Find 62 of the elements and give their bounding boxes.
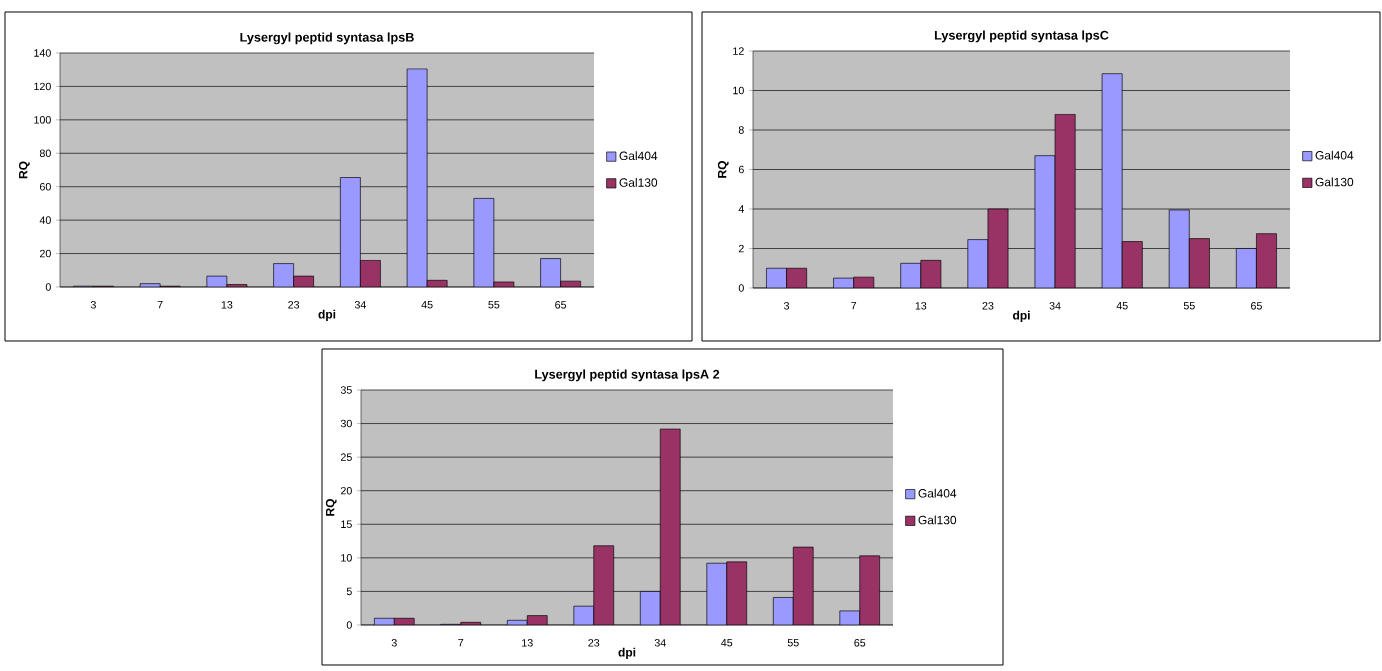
x-tick-label: 23 — [982, 302, 994, 310]
x-axis-title: dpi — [1013, 310, 1030, 322]
x-axis-title: dpi — [318, 309, 336, 321]
chart-title: Lysergyl peptid syntasa lpsA 2 — [535, 369, 720, 382]
y-tick-label: 25 — [340, 453, 352, 461]
x-tick-label: 34 — [354, 301, 366, 309]
x-tick-label: 7 — [851, 302, 857, 310]
chart-title: Lysergyl peptid syntasa lpsC — [934, 30, 1109, 43]
x-tick-label: 55 — [1183, 302, 1195, 310]
y-axis-title: RQ — [325, 499, 337, 516]
y-tick-label: 60 — [39, 182, 51, 191]
x-tick-label: 13 — [221, 301, 233, 309]
legend-label: Gal404 — [1315, 150, 1354, 160]
y-tick-label: 15 — [341, 520, 352, 528]
x-tick-label: 13 — [915, 302, 927, 310]
x-tick-label: 34 — [1049, 302, 1061, 310]
y-tick-label: 10 — [341, 554, 352, 562]
x-tick-label: 55 — [488, 301, 500, 309]
x-tick-label: 13 — [522, 639, 533, 647]
y-axis-title: RQ — [18, 161, 30, 179]
x-axis-title: dpi — [618, 647, 636, 659]
y-tick-label: 0 — [346, 621, 352, 629]
y-tick-label: 30 — [340, 419, 352, 428]
x-tick-label: 7 — [458, 639, 464, 647]
chart-title: Lysergyl peptid syntasa lpsB — [240, 32, 414, 45]
y-tick-label: 0 — [738, 284, 744, 292]
legend-label: Gal404 — [619, 151, 658, 161]
y-tick-label: 140 — [34, 49, 51, 57]
legend-label: Gal404 — [918, 488, 957, 498]
x-tick-label: 65 — [1251, 302, 1262, 310]
y-tick-label: 2 — [738, 244, 744, 253]
y-axis-title: RQ — [717, 161, 729, 178]
y-tick-label: 20 — [340, 486, 352, 495]
y-tick-label: 0 — [45, 283, 51, 291]
y-tick-label: 6 — [738, 165, 744, 174]
x-tick-label: 45 — [721, 639, 733, 647]
y-tick-label: 4 — [738, 205, 744, 213]
x-tick-label: 65 — [555, 301, 567, 309]
x-tick-label: 3 — [90, 301, 96, 309]
legend-label: Gal130 — [918, 515, 957, 525]
y-tick-label: 10 — [733, 86, 744, 95]
y-tick-label: 5 — [346, 587, 352, 596]
x-tick-label: 45 — [1116, 302, 1128, 310]
x-tick-label: 3 — [784, 302, 790, 310]
y-tick-label: 40 — [39, 216, 51, 224]
x-tick-label: 7 — [157, 301, 163, 309]
y-tick-label: 20 — [39, 249, 51, 258]
y-tick-label: 100 — [34, 116, 51, 124]
x-tick-label: 23 — [288, 301, 300, 309]
y-tick-label: 35 — [340, 386, 352, 394]
x-tick-label: 34 — [654, 639, 666, 647]
legend-label: Gal130 — [1315, 177, 1354, 187]
x-tick-label: 55 — [787, 639, 799, 647]
x-tick-label: 65 — [854, 639, 866, 647]
x-tick-label: 45 — [421, 301, 433, 309]
x-tick-label: 3 — [391, 639, 397, 647]
y-tick-label: 8 — [738, 126, 744, 134]
y-tick-label: 12 — [733, 47, 744, 55]
y-tick-label: 80 — [39, 149, 51, 158]
x-tick-label: 23 — [588, 639, 600, 647]
y-tick-label: 120 — [34, 82, 51, 91]
legend-label: Gal130 — [619, 177, 658, 187]
